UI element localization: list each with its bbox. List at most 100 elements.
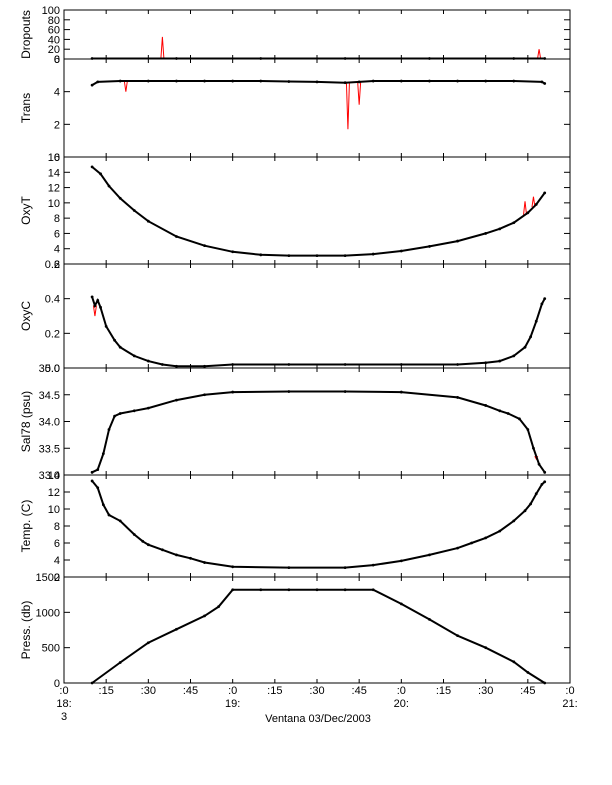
y-tick-label: 2 — [54, 259, 60, 271]
data-point — [146, 79, 150, 83]
data-point — [543, 681, 547, 685]
y-axis-label: Dropouts — [19, 10, 33, 59]
y-tick-label: 33.5 — [39, 443, 60, 455]
data-point — [90, 295, 94, 299]
data-point — [118, 345, 122, 349]
data-point — [399, 390, 403, 394]
data-point — [484, 361, 488, 365]
x-tick-label-hour: 19: — [225, 698, 240, 710]
data-point — [203, 561, 206, 564]
data-point — [529, 335, 533, 339]
data-point — [512, 221, 516, 225]
y-axis-label: Press. (db) — [19, 601, 33, 660]
data-point — [540, 482, 544, 486]
data-point — [146, 406, 150, 410]
x-tick-label-hour: 18: — [56, 698, 71, 710]
data-point — [93, 304, 97, 307]
data-point — [543, 480, 547, 484]
y-tick-label: 0.4 — [45, 294, 60, 306]
panel-1: 0 2 4 6 Trans — [19, 54, 571, 164]
x-tick-label: :0 — [228, 685, 237, 697]
spike-mark — [357, 81, 362, 105]
panel-frame — [63, 474, 571, 578]
y-tick-label: 10 — [48, 504, 60, 516]
x-tick-label-hour: 20: — [394, 698, 409, 710]
y-axis-label: Temp. (C) — [19, 500, 33, 553]
data-point — [428, 79, 431, 83]
data-point — [107, 184, 111, 188]
data-point — [523, 509, 527, 513]
panel-frame — [63, 156, 571, 265]
data-point — [231, 390, 235, 394]
data-point — [175, 627, 178, 631]
data-point — [160, 548, 164, 552]
data-point — [107, 428, 111, 431]
panel-6: 0 500 1000 1500 Press. (db) — [19, 572, 571, 690]
data-point — [104, 325, 108, 328]
data-point — [175, 235, 178, 238]
series-line — [91, 480, 546, 569]
panel-4: 33.0 33.5 34.0 34.5 35.0 Sal78 (psu) — [19, 363, 571, 482]
data-point — [287, 588, 291, 592]
data-point — [456, 396, 459, 399]
data-point — [315, 80, 319, 84]
data-point — [399, 79, 403, 83]
data-point — [512, 79, 516, 83]
y-tick-label: 2 — [54, 572, 60, 584]
x-tick-label: :0 — [565, 685, 574, 697]
y-tick-label: 0 — [54, 152, 60, 164]
data-point — [90, 479, 94, 483]
data-point — [132, 533, 136, 536]
data-point — [146, 543, 150, 547]
data-point — [543, 297, 547, 301]
data-point — [90, 83, 94, 87]
data-point — [343, 363, 347, 366]
y-tick-label: 4 — [54, 87, 60, 99]
data-point — [231, 363, 235, 366]
y-tick-label: 33.0 — [39, 470, 60, 482]
data-point — [231, 79, 235, 83]
data-point — [484, 79, 488, 83]
x-tick-label: :45 — [520, 685, 535, 697]
data-point — [189, 556, 192, 560]
y-tick-label: 12 — [48, 183, 60, 195]
y-tick-label: 1000 — [36, 607, 60, 619]
data-point — [371, 563, 375, 567]
data-point — [132, 209, 136, 212]
data-point — [371, 588, 375, 592]
data-point — [470, 541, 474, 545]
series-line — [91, 296, 546, 368]
data-point — [101, 452, 105, 455]
y-tick-label: 80 — [48, 15, 60, 27]
x-tick-label: :45 — [352, 685, 367, 697]
data-point — [543, 82, 547, 85]
data-point — [160, 363, 164, 366]
data-point — [518, 417, 521, 421]
data-point — [118, 412, 122, 415]
data-point — [428, 553, 431, 557]
chart-panels: 020406080100Dropouts0246Trans24681012141… — [19, 5, 571, 690]
panel-frame — [63, 9, 571, 60]
data-point — [534, 202, 538, 206]
data-point — [231, 250, 235, 254]
data-point — [203, 393, 206, 397]
spike-mark — [523, 201, 528, 215]
data-point — [203, 364, 206, 368]
data-point — [259, 79, 263, 83]
x-axis-label: Ventana 03/Dec/2003 — [265, 713, 371, 725]
y-tick-label: 500 — [42, 643, 60, 655]
data-point — [315, 588, 319, 592]
y-axis-label: OxyC — [19, 301, 33, 331]
panel-3: 0.0 0.2 0.4 0.6 OxyC — [19, 259, 571, 375]
y-tick-label: 10 — [48, 198, 60, 210]
data-point — [498, 409, 502, 413]
data-point — [428, 618, 431, 621]
data-point — [90, 470, 94, 474]
data-point — [512, 354, 516, 358]
data-point — [399, 559, 403, 563]
data-point — [498, 529, 502, 533]
data-point — [484, 646, 488, 650]
x-tick-label: :45 — [183, 685, 198, 697]
y-tick-label: 0.0 — [45, 363, 60, 375]
